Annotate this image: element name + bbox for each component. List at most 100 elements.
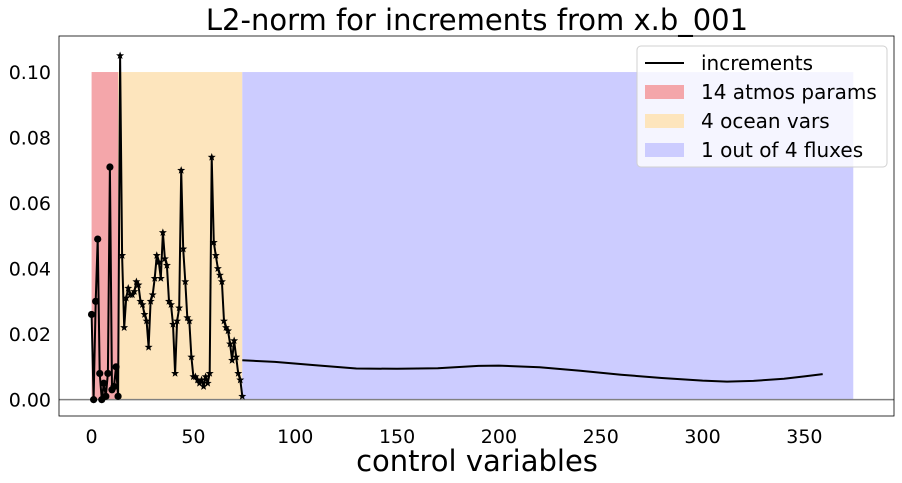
data-point-star <box>160 254 169 263</box>
data-point-star <box>124 284 133 292</box>
data-point-star <box>185 316 194 325</box>
data-point-star <box>217 277 226 286</box>
data-point-circle <box>94 235 102 243</box>
data-point-star <box>234 369 243 377</box>
data-point-star <box>232 352 241 361</box>
data-point-star <box>203 379 212 387</box>
data-point-star <box>154 257 163 266</box>
x-axis: 0 50 100 150 200 250 300 350 <box>86 426 823 448</box>
region-band-0 <box>91 72 119 400</box>
legend-patch-swatch <box>645 114 684 128</box>
data-point-star <box>132 277 141 286</box>
x-tick-label: 350 <box>786 426 822 448</box>
y-tick-label: 0.06 <box>9 193 51 215</box>
data-point-star <box>222 323 230 331</box>
data-point-circle <box>114 392 122 400</box>
data-point-star <box>226 339 235 348</box>
x-tick-label: 250 <box>583 426 619 448</box>
x-tick-label: 300 <box>684 426 720 448</box>
data-point-star <box>183 313 192 322</box>
legend-box <box>636 45 888 168</box>
data-point-star <box>148 290 157 299</box>
data-point-star <box>130 287 139 295</box>
data-point-star <box>219 316 228 325</box>
data-point-star <box>164 297 173 305</box>
data-point-star <box>207 153 216 161</box>
data-point-circle <box>96 369 104 378</box>
data-point-star <box>201 372 210 381</box>
series-group <box>87 51 823 404</box>
data-point-star <box>236 375 245 384</box>
data-point-star <box>209 238 218 246</box>
data-point-circle <box>110 382 118 391</box>
data-point-star <box>162 261 171 269</box>
x-tick-label: 50 <box>181 426 205 448</box>
plot-frame <box>58 35 895 417</box>
data-point-star <box>173 316 182 325</box>
y-tick-label: 0.10 <box>9 62 51 84</box>
data-point-star <box>138 300 147 309</box>
legend-patch-swatch <box>645 143 684 157</box>
data-point-star <box>156 274 165 282</box>
y-tick-label: 0.00 <box>9 390 51 412</box>
data-point-circle <box>112 363 120 371</box>
data-point-star <box>177 166 186 174</box>
data-point-star <box>120 323 129 331</box>
legend-label: 1 out of 4 fluxes <box>701 138 863 162</box>
data-point-star <box>213 264 222 272</box>
data-point-star <box>199 382 208 390</box>
y-tick-label: 0.08 <box>9 128 51 150</box>
x-tick-label: 150 <box>379 426 415 448</box>
data-point-star <box>197 375 206 384</box>
data-point-circle <box>102 392 110 400</box>
series-line-flux <box>242 359 823 383</box>
data-point-circle <box>104 369 112 378</box>
legend-label: 4 ocean vars <box>701 109 830 133</box>
x-tick-label: 100 <box>277 426 313 448</box>
chart-title: L2-norm for increments from x.b_001 <box>206 3 748 37</box>
data-point-star <box>211 251 220 259</box>
data-point-star <box>152 251 161 259</box>
data-point-star <box>205 369 214 377</box>
y-tick-label: 0.02 <box>9 324 51 346</box>
data-point-star <box>169 320 178 328</box>
y-axis: 0.00 0.02 0.04 0.06 0.08 0.10 <box>9 62 51 412</box>
data-point-star <box>238 392 247 400</box>
data-point-circle <box>92 297 100 305</box>
data-point-star <box>142 316 151 325</box>
data-point-star <box>224 326 233 335</box>
data-point-star <box>122 293 131 302</box>
data-point-circle <box>87 310 96 319</box>
data-point-circle <box>100 379 108 387</box>
data-point-star <box>228 356 237 364</box>
data-point-star <box>150 274 159 282</box>
x-tick-label: 200 <box>481 426 517 448</box>
data-point-star <box>179 244 188 253</box>
legend: increments 14 atmos params 4 ocean vars 1 o… <box>636 45 888 168</box>
data-point-star <box>144 343 153 351</box>
data-point-circle <box>90 396 98 404</box>
data-point-star <box>167 300 176 309</box>
data-point-star <box>181 277 190 286</box>
legend-label: increments <box>701 51 813 75</box>
data-point-star <box>171 369 180 377</box>
x-axis-label: control variables <box>356 444 598 478</box>
x-tick-label: 0 <box>86 426 98 448</box>
y-tick-label: 0.04 <box>9 259 51 281</box>
data-point-star <box>134 280 143 289</box>
data-point-star <box>230 336 239 345</box>
data-point-star <box>175 303 184 312</box>
data-point-star <box>116 51 125 60</box>
data-point-star <box>118 251 127 259</box>
data-point-star <box>193 375 202 384</box>
data-point-star <box>187 352 196 361</box>
legend-label: 14 atmos params <box>701 80 877 104</box>
data-point-star <box>191 372 200 381</box>
legend-patch-swatch <box>645 85 684 99</box>
data-point-star <box>158 228 167 236</box>
data-point-star <box>146 297 155 305</box>
data-point-star <box>140 310 149 318</box>
data-point-star <box>136 297 145 305</box>
data-point-circle <box>106 163 114 171</box>
